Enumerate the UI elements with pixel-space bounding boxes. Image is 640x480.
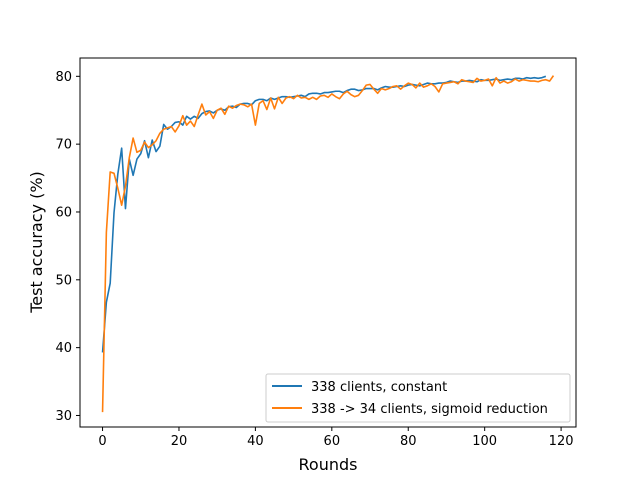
legend-label-sigmoid: 338 -> 34 clients, sigmoid reduction (311, 402, 548, 417)
x-tick-label: 120 (549, 434, 574, 449)
series-line-1 (101, 75, 555, 413)
x-axis-ticks: 0 20 40 60 80 100 120 (98, 427, 574, 449)
legend-label-constant: 338 clients, constant (311, 380, 447, 395)
y-tick-label: 50 (55, 273, 72, 288)
legend-box (265, 373, 571, 423)
y-axis-label: Test accuracy (%) (27, 171, 46, 314)
plot-lines (101, 75, 555, 413)
x-tick-label: 60 (324, 434, 341, 449)
y-tick-label: 60 (55, 205, 72, 220)
y-tick-label: 70 (55, 138, 72, 153)
y-tick-label: 40 (55, 341, 72, 356)
y-tick-label: 80 (55, 70, 72, 85)
x-tick-label: 100 (472, 434, 497, 449)
y-tick-label: 30 (55, 409, 72, 424)
x-tick-label: 0 (98, 434, 106, 449)
y-axis-ticks: 30 40 50 60 70 80 (55, 70, 80, 424)
axes-frame (79, 57, 577, 428)
x-tick-label: 40 (247, 434, 264, 449)
x-tick-label: 20 (171, 434, 188, 449)
series-line-0 (101, 75, 547, 353)
x-tick-label: 80 (400, 434, 417, 449)
x-axis-label: Rounds (299, 455, 358, 474)
legend: 338 clients, constant 338 -> 34 clients,… (265, 373, 571, 423)
